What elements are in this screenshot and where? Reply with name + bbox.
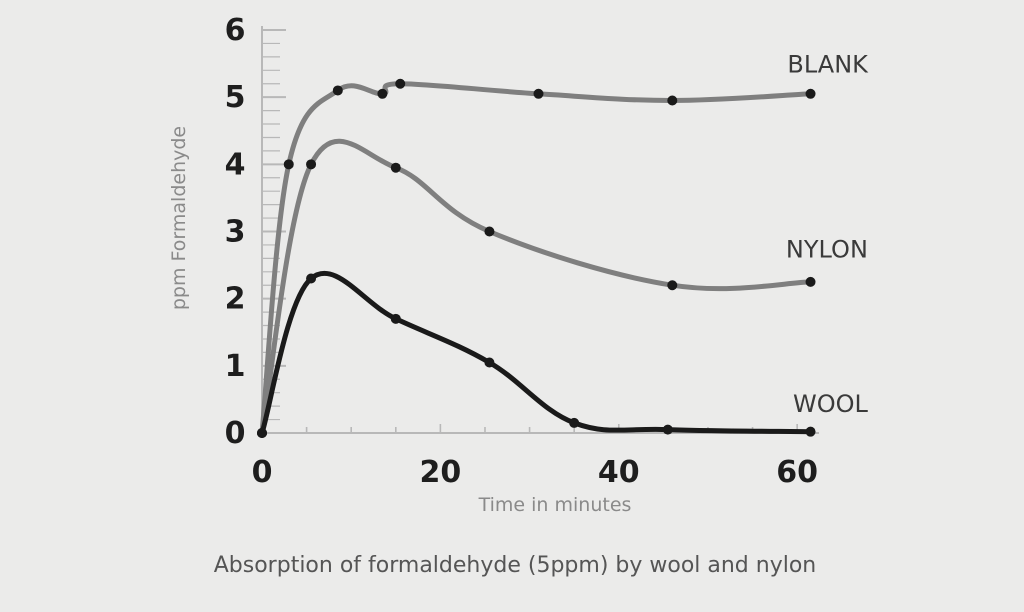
data-point-nylon <box>390 162 401 173</box>
series-label-wool: WOOL <box>793 390 869 418</box>
y-tick-label: 5 <box>225 80 246 115</box>
x-tick-label: 20 <box>420 455 462 490</box>
data-point-wool <box>805 426 816 437</box>
series-line-blank <box>259 81 813 436</box>
y-tick-label: 0 <box>225 416 246 451</box>
x-axis-label: Time in minutes <box>478 494 632 516</box>
y-tick-label: 2 <box>225 282 246 317</box>
series-lines <box>257 78 816 438</box>
data-point-blank <box>283 159 294 170</box>
series-label-blank: BLANK <box>787 51 869 79</box>
data-point-blank <box>377 88 388 99</box>
data-point-wool <box>390 313 401 324</box>
data-point-blank <box>533 88 544 99</box>
data-point-wool <box>662 424 673 435</box>
y-axis-label: ppm Formaldehyde <box>168 126 190 310</box>
x-tick-label: 0 <box>252 455 273 490</box>
data-point-wool <box>257 428 267 438</box>
series-label-nylon: NYLON <box>786 235 868 263</box>
chart-title: Absorption of formaldehyde (5ppm) by woo… <box>214 553 817 578</box>
data-point-nylon <box>484 226 495 237</box>
series-line-nylon <box>259 138 813 436</box>
y-tick-label: 3 <box>225 215 246 250</box>
data-point-blank <box>332 85 343 96</box>
x-tick-label: 40 <box>598 455 640 490</box>
series-line-wool <box>259 270 813 436</box>
data-point-wool <box>484 357 495 368</box>
data-point-nylon <box>306 159 317 170</box>
data-point-nylon <box>667 280 678 291</box>
data-point-nylon <box>805 276 816 287</box>
x-tick-label: 60 <box>776 455 818 490</box>
data-point-blank <box>805 88 816 99</box>
series-labels: BLANK NYLON WOOL <box>786 51 869 418</box>
data-point-wool <box>306 273 317 284</box>
y-tick-label: 4 <box>225 147 246 182</box>
y-tick-label: 6 <box>225 13 246 48</box>
y-tick-label: 1 <box>225 349 246 384</box>
data-point-wool <box>569 417 580 428</box>
data-point-blank <box>667 95 678 106</box>
data-point-blank <box>395 78 406 89</box>
